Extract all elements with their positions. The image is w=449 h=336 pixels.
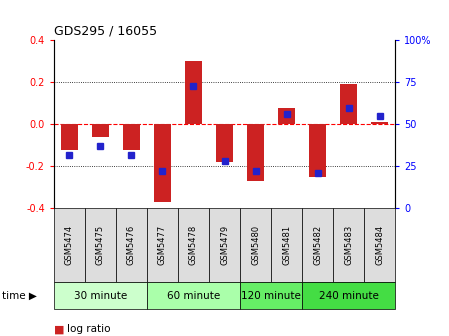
- Text: GSM5484: GSM5484: [375, 225, 384, 265]
- Bar: [247, 124, 264, 181]
- Bar: [240, 282, 302, 309]
- Text: GSM5479: GSM5479: [220, 225, 229, 265]
- Text: 120 minute: 120 minute: [241, 291, 301, 301]
- Bar: [302, 282, 395, 309]
- Text: GSM5477: GSM5477: [158, 225, 167, 265]
- Bar: [54, 208, 85, 282]
- Text: 60 minute: 60 minute: [167, 291, 220, 301]
- Bar: [154, 124, 171, 202]
- Bar: [216, 124, 233, 162]
- Text: GSM5480: GSM5480: [251, 225, 260, 265]
- Bar: [123, 124, 140, 150]
- Bar: [209, 208, 240, 282]
- Bar: [178, 208, 209, 282]
- Text: GSM5483: GSM5483: [344, 225, 353, 265]
- Bar: [278, 108, 295, 124]
- Bar: [371, 122, 388, 124]
- Bar: [333, 208, 364, 282]
- Bar: [240, 208, 271, 282]
- Text: time ▶: time ▶: [2, 291, 37, 301]
- Bar: [271, 208, 302, 282]
- Bar: [340, 84, 357, 124]
- Text: log ratio: log ratio: [67, 324, 111, 334]
- Text: 30 minute: 30 minute: [74, 291, 127, 301]
- Bar: [85, 208, 116, 282]
- Bar: [147, 282, 240, 309]
- Bar: [309, 124, 326, 177]
- Bar: [61, 124, 78, 150]
- Text: GSM5475: GSM5475: [96, 225, 105, 265]
- Bar: [185, 61, 202, 124]
- Bar: [116, 208, 147, 282]
- Text: GSM5482: GSM5482: [313, 225, 322, 265]
- Text: GSM5474: GSM5474: [65, 225, 74, 265]
- Text: 240 minute: 240 minute: [319, 291, 379, 301]
- Text: GSM5478: GSM5478: [189, 225, 198, 265]
- Bar: [364, 208, 395, 282]
- Text: GDS295 / 16055: GDS295 / 16055: [54, 25, 157, 38]
- Bar: [54, 282, 147, 309]
- Text: ■: ■: [54, 324, 64, 334]
- Text: GSM5481: GSM5481: [282, 225, 291, 265]
- Bar: [147, 208, 178, 282]
- Bar: [302, 208, 333, 282]
- Text: GSM5476: GSM5476: [127, 225, 136, 265]
- Bar: [92, 124, 109, 137]
